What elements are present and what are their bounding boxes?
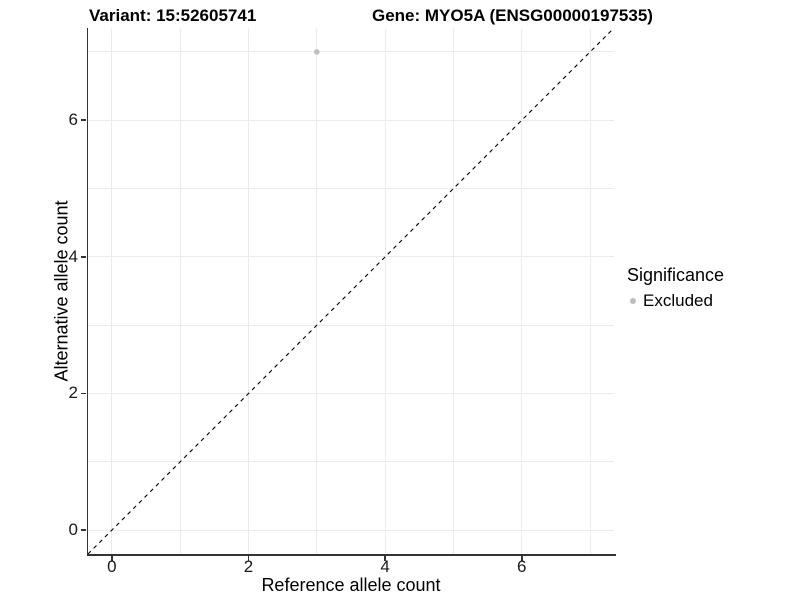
gridline-vertical xyxy=(384,28,386,554)
gridline-vertical xyxy=(452,28,454,554)
gridline-horizontal xyxy=(88,188,614,190)
x-tick-mark xyxy=(247,556,250,561)
y-axis-line xyxy=(86,28,88,556)
gridline-vertical xyxy=(111,28,113,554)
legend: Significance Excluded xyxy=(627,265,724,311)
legend-entry-label: Excluded xyxy=(643,291,713,310)
x-tick-label: 0 xyxy=(107,557,117,576)
legend-key-dot-icon xyxy=(630,298,636,304)
gridline-horizontal xyxy=(88,324,614,326)
y-tick-label: 0 xyxy=(68,520,78,540)
gridline-horizontal xyxy=(88,392,614,394)
x-tick-mark xyxy=(111,556,113,561)
legend-title: Significance xyxy=(627,265,725,285)
x-tick-label: 6 xyxy=(517,557,527,576)
plot-title-gene: Gene: MYO5A (ENSG00000197535) xyxy=(372,6,653,25)
gridline-horizontal xyxy=(88,529,614,531)
gridline-vertical xyxy=(248,28,250,554)
y-tick-mark xyxy=(81,392,86,395)
gridline-horizontal xyxy=(88,119,614,121)
gridline-vertical xyxy=(589,28,591,554)
gridline-horizontal xyxy=(88,461,614,463)
y-tick-label: 6 xyxy=(68,110,78,130)
y-axis-title: Alternative allele count xyxy=(51,200,72,382)
plot-canvas xyxy=(88,28,614,554)
gridline-horizontal xyxy=(88,51,614,53)
identity-dashed-line xyxy=(88,28,614,554)
x-tick-mark xyxy=(521,556,523,561)
plot-title-variant: Variant: 15:52605741 xyxy=(89,6,257,25)
x-axis-title: Reference allele count xyxy=(261,575,441,595)
y-tick-label: 2 xyxy=(68,383,78,403)
x-tick-label: 4 xyxy=(380,557,390,576)
x-tick-mark xyxy=(384,556,386,561)
y-tick-mark xyxy=(81,256,86,258)
legend-entry: Excluded xyxy=(627,291,724,311)
gridline-horizontal xyxy=(88,256,614,258)
y-tick-mark xyxy=(81,119,86,121)
y-tick-mark xyxy=(81,529,86,531)
gridline-vertical xyxy=(521,28,523,554)
x-axis-line xyxy=(86,554,616,556)
x-tick-label: 2 xyxy=(243,557,254,576)
plot-panel xyxy=(88,28,614,554)
data-point xyxy=(314,49,320,55)
gridline-vertical xyxy=(179,28,181,554)
y-tick-label: 4 xyxy=(68,246,78,266)
gridline-vertical xyxy=(316,28,318,554)
